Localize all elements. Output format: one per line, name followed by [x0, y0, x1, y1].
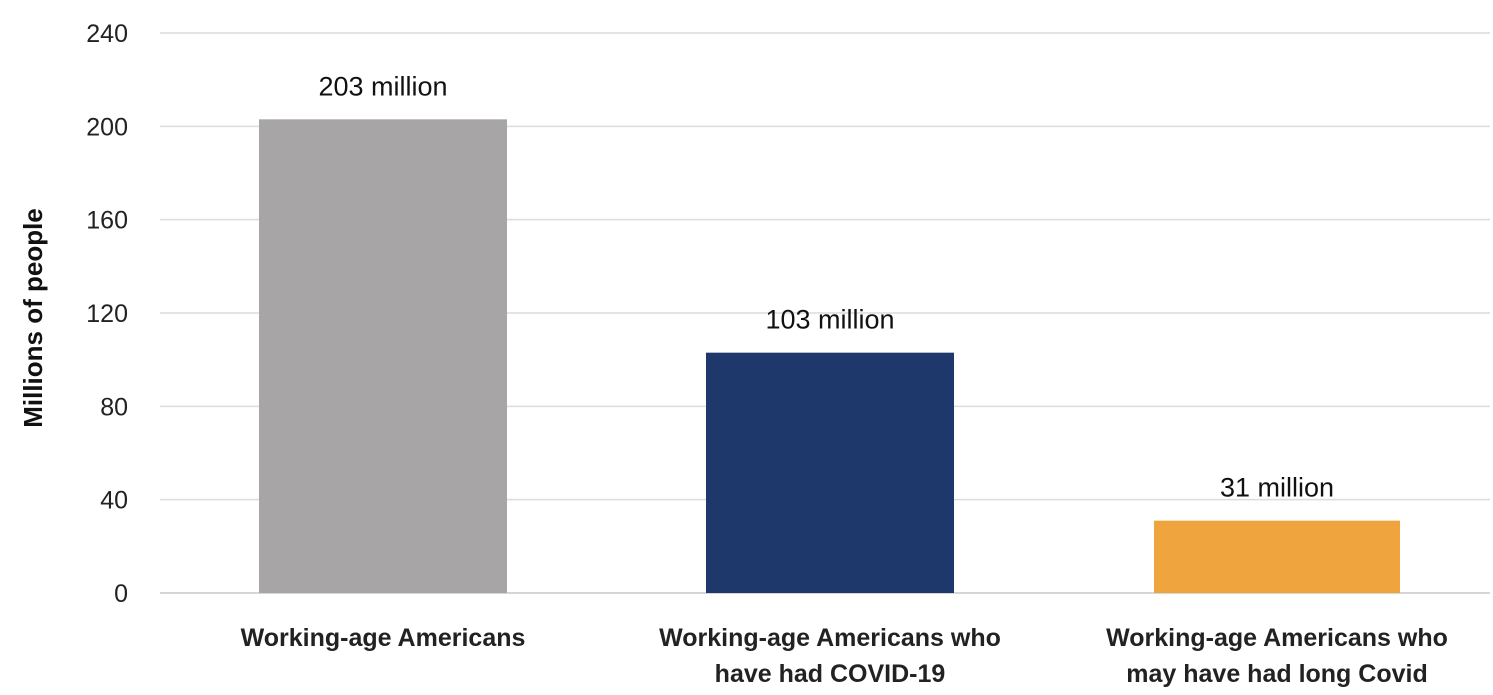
- category-label-1: Working-age Americans: [241, 624, 526, 652]
- bar-1: [259, 119, 507, 593]
- bar-value-label: 31 million: [1220, 473, 1334, 503]
- y-tick-label: 40: [100, 487, 128, 515]
- y-tick-label: 160: [86, 207, 128, 235]
- y-tick-label: 120: [86, 300, 128, 328]
- category-label-line: Working-age Americans who: [1106, 624, 1448, 652]
- bar-value-label: 103 million: [765, 305, 894, 335]
- y-axis-ticks: 0 40 80 120 160 200 240: [86, 20, 128, 608]
- category-label-line: Working-age Americans who: [659, 624, 1001, 652]
- category-label-line: Working-age Americans: [241, 624, 526, 652]
- bar-value-label: 203 million: [318, 71, 447, 101]
- data-labels: 203 million 103 million 31 million: [318, 71, 1334, 502]
- y-tick-label: 0: [114, 580, 128, 608]
- bar-2: [706, 352, 954, 593]
- bar-3: [1154, 520, 1400, 593]
- y-tick-label: 240: [86, 20, 128, 48]
- y-axis-title: Millions of people: [18, 208, 48, 428]
- bars: [259, 119, 1400, 593]
- y-tick-label: 200: [86, 113, 128, 141]
- category-label-line: have had COVID-19: [715, 660, 946, 688]
- category-labels: Working-age Americans Working-age America…: [241, 624, 1448, 688]
- category-label-3: Working-age Americans who may have had lo…: [1106, 624, 1448, 688]
- y-tick-label: 80: [100, 393, 128, 421]
- category-label-line: may have had long Covid: [1126, 660, 1427, 688]
- category-label-2: Working-age Americans who have had COVID-…: [659, 624, 1001, 688]
